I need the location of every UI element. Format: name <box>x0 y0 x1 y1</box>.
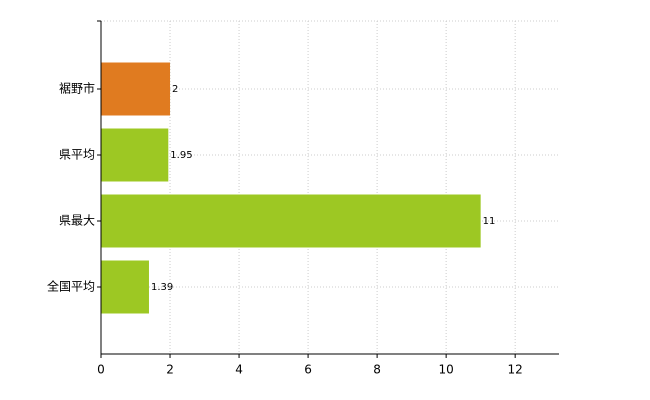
bar <box>101 62 171 116</box>
x-tick-label: 12 <box>508 363 523 377</box>
x-tick-label: 8 <box>373 363 381 377</box>
value-label: 1.39 <box>151 282 173 293</box>
value-label: 1.95 <box>170 150 192 161</box>
bar <box>101 260 149 314</box>
x-tick-label: 10 <box>438 363 453 377</box>
bar <box>101 194 481 248</box>
bar <box>101 128 169 182</box>
y-tick-label: 県最大 <box>59 214 95 228</box>
value-label: 11 <box>483 216 496 227</box>
x-tick-label: 2 <box>166 363 174 377</box>
x-tick-label: 4 <box>235 363 243 377</box>
y-tick-label: 裾野市 <box>59 81 95 96</box>
value-label: 2 <box>172 84 178 95</box>
x-tick-label: 6 <box>304 363 312 377</box>
y-tick-label: 県平均 <box>59 148 95 162</box>
x-tick-label: 0 <box>97 363 105 377</box>
y-tick-label: 全国平均 <box>47 279 95 294</box>
